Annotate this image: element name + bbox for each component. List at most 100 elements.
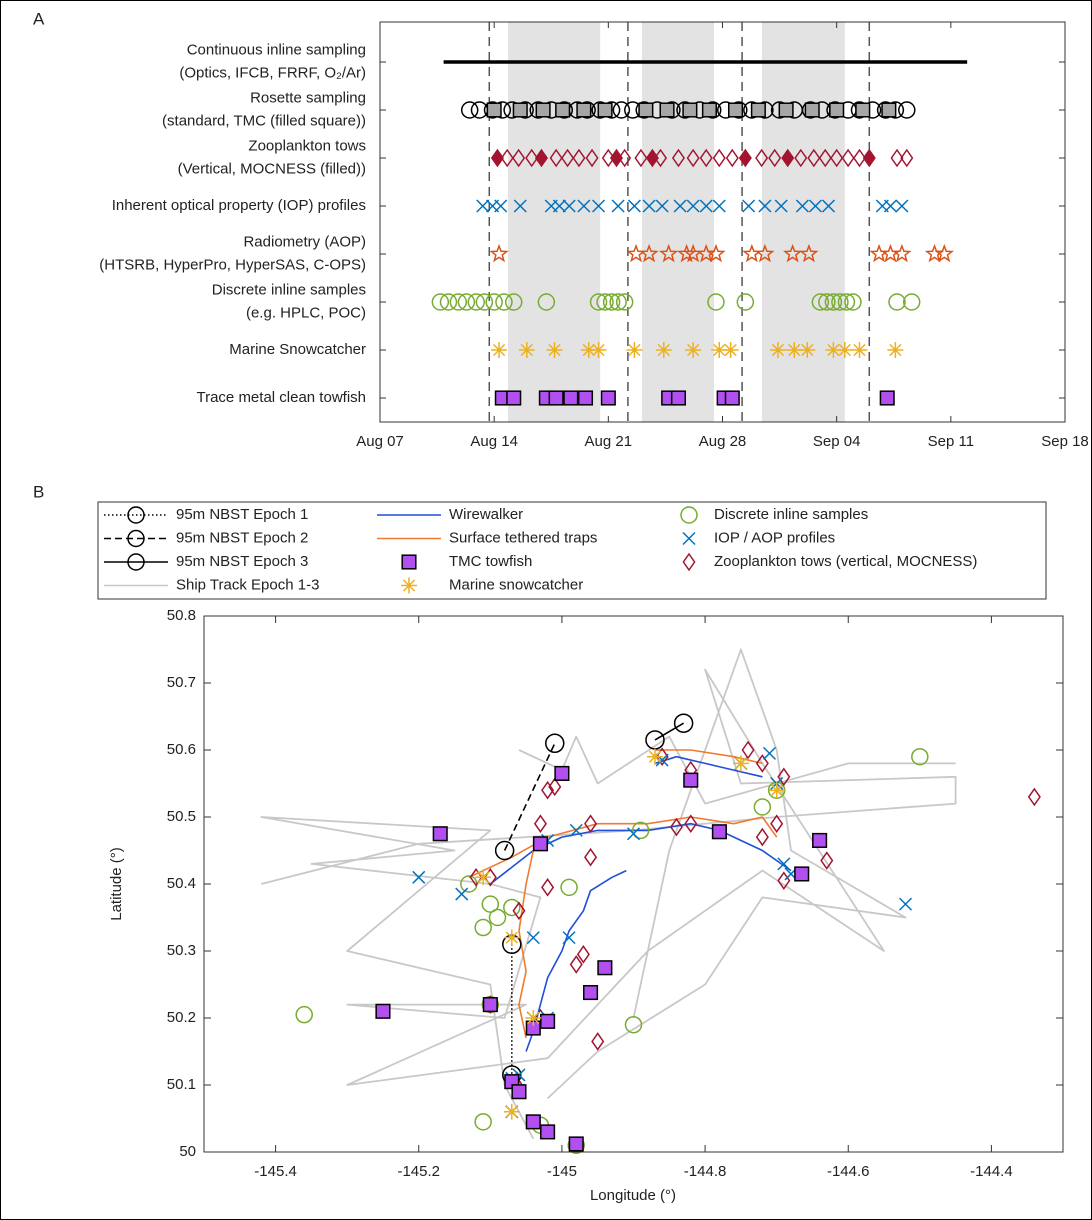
marker — [127, 506, 145, 524]
marker — [375, 1003, 391, 1019]
marker — [569, 955, 583, 974]
marker — [699, 148, 713, 168]
legend-box — [97, 501, 1047, 600]
marker — [511, 1084, 527, 1100]
marker — [467, 293, 485, 311]
marker — [512, 901, 526, 921]
marker — [490, 148, 504, 168]
marker — [577, 390, 594, 406]
marker — [799, 243, 819, 263]
marker — [684, 814, 698, 834]
marker — [725, 148, 739, 168]
marker — [500, 148, 514, 168]
x-tick-label: -145.2 — [397, 1163, 440, 1180]
marker — [596, 293, 614, 311]
marker — [673, 199, 687, 213]
marker — [560, 878, 578, 897]
marker — [890, 148, 904, 168]
y-tick-label: 50.2 — [167, 1009, 196, 1026]
marker — [755, 148, 769, 168]
x-tick-label: -145.4 — [254, 1163, 297, 1180]
marker — [727, 102, 744, 118]
marker — [818, 148, 832, 168]
marker — [655, 342, 672, 358]
marker — [481, 895, 500, 913]
row-label: (Vertical, MOCNESS (filled)) — [178, 160, 366, 177]
marker — [795, 199, 809, 213]
marker — [755, 754, 769, 773]
marker — [525, 1114, 541, 1130]
marker — [824, 293, 843, 311]
legend-label: Wirewalker — [449, 506, 523, 523]
marker — [412, 870, 426, 884]
marker — [774, 199, 788, 213]
x-tick-label: -144.8 — [684, 1163, 727, 1180]
row-label: Discrete inline samples — [212, 281, 366, 298]
marker — [671, 148, 685, 168]
y-tick-label: 50.8 — [167, 607, 196, 624]
marker — [799, 342, 816, 358]
marker — [548, 777, 562, 797]
marker — [432, 826, 448, 842]
marker — [659, 243, 679, 263]
marker — [612, 101, 631, 119]
marker — [295, 1005, 313, 1024]
row-label: Radiometry (AOP) — [243, 233, 366, 250]
marker — [768, 782, 785, 799]
marker — [755, 827, 769, 847]
marker — [439, 293, 458, 311]
y-axis-label: Latitude (°) — [108, 847, 125, 921]
marker — [844, 293, 862, 311]
marker — [699, 199, 713, 213]
marker — [569, 823, 583, 837]
row-label: Rosette sampling — [250, 89, 366, 106]
marker — [879, 390, 895, 406]
marker — [555, 102, 571, 118]
marker — [506, 390, 522, 406]
y-tick-label: 50.4 — [167, 875, 196, 892]
marker — [682, 531, 696, 546]
marker — [934, 243, 954, 263]
marker — [670, 390, 687, 406]
marker — [638, 102, 654, 118]
marker — [460, 101, 479, 119]
marker — [911, 747, 929, 766]
marker — [673, 713, 694, 733]
marker — [602, 293, 621, 311]
marker — [711, 342, 728, 358]
series-line — [260, 648, 957, 1140]
panel-label: B — [33, 482, 44, 501]
marker — [127, 529, 145, 548]
x-axis-label: Longitude (°) — [590, 1187, 676, 1204]
marker — [474, 918, 492, 937]
marker — [541, 780, 555, 800]
marker — [562, 199, 576, 213]
marker — [794, 148, 808, 168]
axes-box — [203, 615, 1064, 1153]
marker — [600, 390, 616, 406]
marker — [682, 102, 698, 118]
marker — [836, 342, 853, 358]
marker — [634, 148, 648, 168]
marker — [883, 199, 898, 213]
marker — [475, 293, 494, 311]
marker — [476, 199, 490, 213]
marker — [722, 342, 739, 358]
marker — [533, 814, 547, 834]
marker — [576, 945, 590, 964]
series-line — [503, 742, 556, 851]
y-tick-label: 50.6 — [167, 741, 196, 758]
marker — [758, 199, 772, 213]
marker — [821, 199, 836, 213]
marker — [597, 960, 613, 976]
plot-area — [204, 616, 1063, 1152]
marker — [820, 851, 834, 870]
marker — [431, 293, 450, 311]
marker — [755, 243, 775, 263]
legend-label: TMC towfish — [449, 553, 532, 570]
x-tick-label: -145 — [547, 1163, 577, 1180]
plot-area — [380, 22, 1065, 422]
legend-label: 95m NBST Epoch 2 — [176, 529, 308, 546]
marker — [486, 102, 502, 118]
marker — [401, 577, 417, 594]
